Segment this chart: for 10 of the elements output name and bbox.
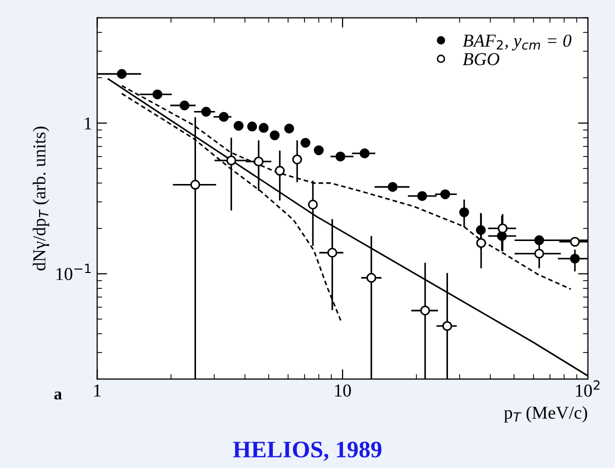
x-axis-title: p$_{T}$ (MeV/c) xyxy=(504,406,588,422)
x-tick-label: 10$^{2}$ xyxy=(576,380,600,397)
y-tick-label: 10$^{−1}$ xyxy=(56,264,91,280)
legend-label: BAF$_{2}$, y$_{cm}$ = 0 xyxy=(462,34,572,50)
x-tick-label: 1 xyxy=(94,384,101,396)
y-axis-title: dNγ/dp$_{T}$ (arb. units) xyxy=(32,126,50,270)
x-tick-label: 10 xyxy=(335,384,351,397)
legend-label: BGO xyxy=(462,53,500,66)
text: HELIOS, 1989 xyxy=(233,442,382,461)
text: a xyxy=(54,392,62,400)
